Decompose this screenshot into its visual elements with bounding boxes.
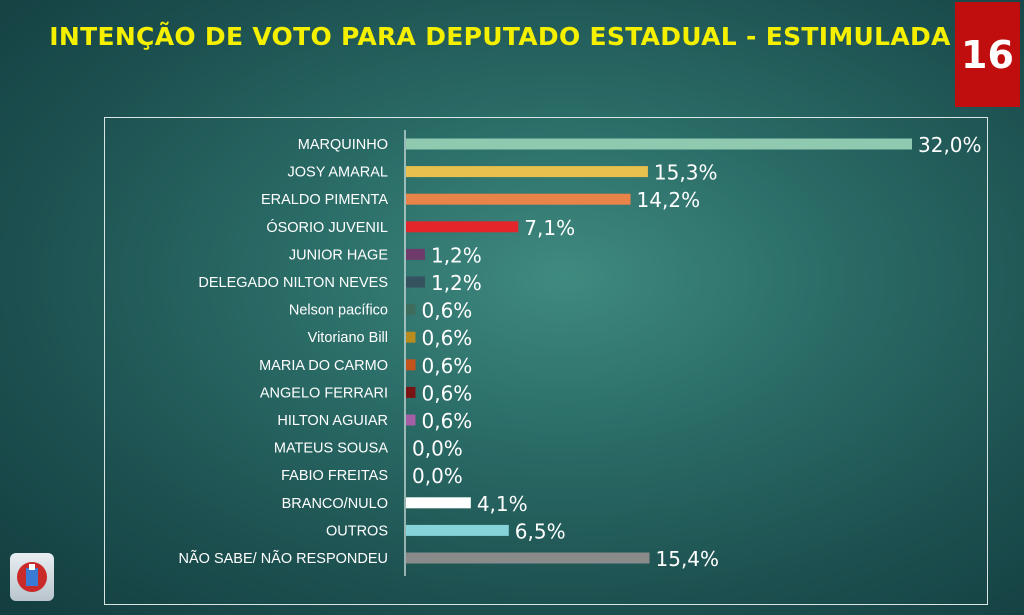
slide-number-badge: 16 xyxy=(955,2,1020,107)
data-label: 32,0% xyxy=(918,133,982,157)
data-label: 14,2% xyxy=(637,188,701,212)
category-label: NÃO SABE/ NÃO RESPONDEU xyxy=(179,550,389,567)
data-label: 4,1% xyxy=(477,492,528,516)
bar xyxy=(406,386,416,398)
category-label: ÓSORIO JUVENIL xyxy=(266,219,388,236)
data-label: 15,4% xyxy=(656,547,720,571)
data-label: 0,6% xyxy=(421,299,472,323)
chart-title: INTENÇÃO DE VOTO PARA DEPUTADO ESTADUAL … xyxy=(49,22,951,51)
data-label: 6,5% xyxy=(515,519,566,543)
bar xyxy=(406,221,519,233)
bar xyxy=(406,166,648,178)
logo-icon xyxy=(10,553,54,601)
bar xyxy=(406,359,416,371)
category-label: MATEUS SOUSA xyxy=(274,441,388,457)
data-label: 0,6% xyxy=(421,354,472,378)
bar xyxy=(406,414,416,426)
category-label: ERALDO PIMENTA xyxy=(261,192,388,208)
category-label: MARIA DO CARMO xyxy=(259,358,388,374)
data-label: 0,6% xyxy=(421,409,472,433)
chart-frame xyxy=(104,117,988,605)
category-label: JOSY AMARAL xyxy=(288,165,388,181)
bar xyxy=(406,552,650,564)
bar xyxy=(406,497,471,509)
bar xyxy=(406,331,416,343)
category-label: HILTON AGUIAR xyxy=(277,413,388,429)
category-label: ANGELO FERRARI xyxy=(260,385,388,401)
data-label: 0,6% xyxy=(421,381,472,405)
data-label: 1,2% xyxy=(431,271,482,295)
bar xyxy=(406,138,912,150)
data-label: 0,0% xyxy=(412,437,463,461)
category-label: Nelson pacífico xyxy=(289,303,388,319)
bar xyxy=(406,276,425,288)
category-label: DELEGADO NILTON NEVES xyxy=(198,275,388,291)
data-label: 7,1% xyxy=(524,216,575,240)
category-label: FABIO FREITAS xyxy=(281,468,388,484)
category-label: JUNIOR HAGE xyxy=(289,247,388,263)
category-label: OUTROS xyxy=(326,523,388,539)
data-label: 0,6% xyxy=(421,326,472,350)
data-label: 1,2% xyxy=(431,243,482,267)
bar xyxy=(406,193,631,205)
category-label: MARQUINHO xyxy=(298,137,388,153)
data-label: 0,0% xyxy=(412,464,463,488)
bar xyxy=(406,304,416,316)
category-label: Vitoriano Bill xyxy=(308,330,388,346)
category-label: BRANCO/NULO xyxy=(282,496,388,512)
bar xyxy=(406,524,509,536)
data-label: 15,3% xyxy=(654,161,718,185)
bar xyxy=(406,248,425,260)
